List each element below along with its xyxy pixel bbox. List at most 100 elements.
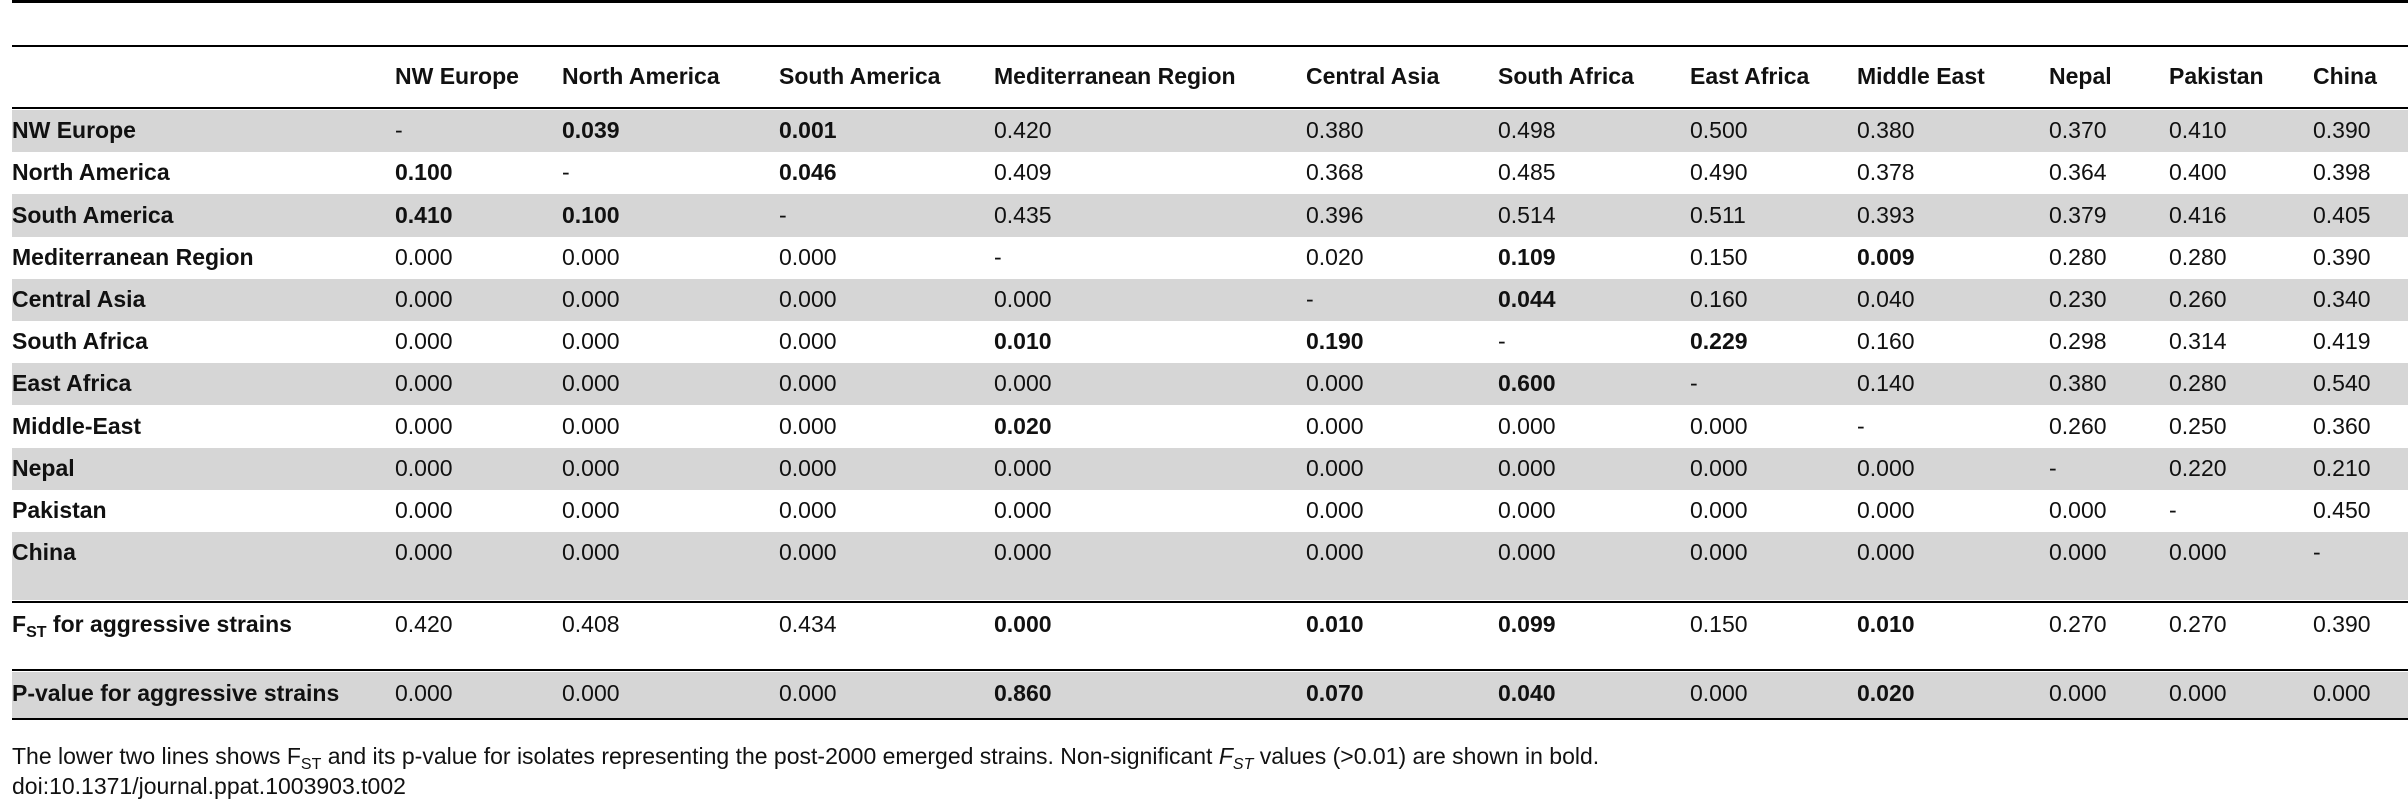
text-part: for aggressive strains — [46, 611, 292, 637]
cell: 0.000 — [2049, 496, 2107, 523]
cell: 0.000 — [779, 496, 837, 523]
cell: 0.160 — [1857, 328, 1915, 355]
cell: 0.100 — [562, 201, 620, 228]
cell: 0.398 — [2313, 159, 2371, 186]
cell: 0.378 — [1857, 159, 1915, 186]
cell: 0.000 — [562, 370, 620, 397]
cell: 0.000 — [2049, 539, 2107, 566]
cell: 0.020 — [1857, 680, 1915, 706]
cell: 0.000 — [779, 539, 837, 566]
text-part: and its p-value for isolates representin… — [321, 743, 1219, 769]
cell: 0.000 — [562, 328, 620, 355]
cell: 0.260 — [2049, 412, 2107, 439]
row-shade — [12, 194, 2408, 237]
cell: 0.020 — [994, 412, 1052, 439]
cell: - — [779, 201, 787, 228]
cell: 0.500 — [1690, 117, 1748, 144]
rule — [12, 0, 2408, 3]
cell: - — [2049, 454, 2057, 481]
cell: 0.000 — [1857, 454, 1915, 481]
cell: 0.000 — [994, 611, 1052, 637]
cell: 0.270 — [2169, 611, 2227, 637]
cell: 0.379 — [2049, 201, 2107, 228]
cell: 0.160 — [1690, 285, 1748, 312]
cell: 0.150 — [1690, 611, 1748, 637]
cell: 0.009 — [1857, 243, 1915, 270]
cell: 0.000 — [562, 539, 620, 566]
cell: 0.600 — [1498, 370, 1556, 397]
cell: 0.416 — [2169, 201, 2227, 228]
cell: 0.010 — [994, 328, 1052, 355]
cell: 0.540 — [2313, 370, 2371, 397]
cell: - — [994, 243, 1002, 270]
row-label: FST for aggressive strains — [12, 611, 292, 642]
cell: 0.270 — [2049, 611, 2107, 637]
cell: - — [395, 117, 403, 144]
cell: 0.210 — [2313, 454, 2371, 481]
cell: - — [1690, 370, 1698, 397]
cell: 0.250 — [2169, 412, 2227, 439]
cell: 0.380 — [1857, 117, 1915, 144]
rule — [12, 601, 2408, 603]
cell: 0.340 — [2313, 285, 2371, 312]
cell: 0.229 — [1690, 328, 1748, 355]
row-label: Middle-East — [12, 412, 142, 439]
cell: - — [1306, 285, 1314, 312]
cell: 0.000 — [2049, 680, 2107, 706]
cell: 0.498 — [1498, 117, 1556, 144]
cell: 0.000 — [994, 539, 1052, 566]
cell: 0.000 — [395, 412, 453, 439]
cell: 0.000 — [1498, 454, 1556, 481]
cell: 0.040 — [1857, 285, 1915, 312]
cell: 0.000 — [994, 370, 1052, 397]
cell: 0.000 — [779, 370, 837, 397]
cell: 0.409 — [994, 159, 1052, 186]
row-shade — [12, 278, 2408, 321]
column-header: Central Asia — [1306, 63, 1440, 89]
cell: 0.000 — [1857, 496, 1915, 523]
cell: 0.380 — [2049, 370, 2107, 397]
cell: 0.000 — [779, 285, 837, 312]
cell: 0.364 — [2049, 159, 2107, 186]
cell: 0.000 — [1690, 539, 1748, 566]
cell: 0.000 — [562, 680, 620, 706]
cell: - — [562, 159, 570, 186]
cell: 0.000 — [1306, 370, 1364, 397]
cell: 0.450 — [2313, 496, 2371, 523]
cell: 0.044 — [1498, 285, 1556, 312]
cell: 0.000 — [2169, 539, 2227, 566]
column-header: North America — [562, 63, 720, 89]
cell: 0.435 — [994, 201, 1052, 228]
cell: - — [1498, 328, 1506, 355]
row-label: South America — [12, 201, 174, 228]
cell: - — [2313, 539, 2321, 566]
cell: 0.000 — [1690, 680, 1748, 706]
cell: 0.434 — [779, 611, 837, 637]
row-label: North America — [12, 159, 170, 186]
cell: 0.000 — [1306, 412, 1364, 439]
cell: 0.280 — [2049, 243, 2107, 270]
cell: 0.314 — [2169, 328, 2227, 355]
cell: 0.099 — [1498, 611, 1556, 637]
cell: 0.280 — [2169, 243, 2227, 270]
row-label: Mediterranean Region — [12, 243, 254, 270]
cell: 0.000 — [395, 328, 453, 355]
column-header: NW Europe — [395, 63, 519, 89]
cell: 0.490 — [1690, 159, 1748, 186]
cell: 0.396 — [1306, 201, 1364, 228]
cell: 0.000 — [779, 680, 837, 706]
row-shade — [12, 110, 2408, 153]
cell: 0.000 — [562, 243, 620, 270]
caption: The lower two lines shows FST and its p-… — [12, 743, 1599, 774]
row-shade — [12, 672, 2408, 719]
cell: - — [1857, 412, 1865, 439]
rule — [12, 669, 2408, 671]
cell: 0.420 — [994, 117, 1052, 144]
cell: 0.070 — [1306, 680, 1364, 706]
cell: 0.260 — [2169, 285, 2227, 312]
cell: 0.390 — [2313, 611, 2371, 637]
rule — [12, 107, 2408, 109]
cell: 0.000 — [779, 243, 837, 270]
cell: 0.400 — [2169, 159, 2227, 186]
